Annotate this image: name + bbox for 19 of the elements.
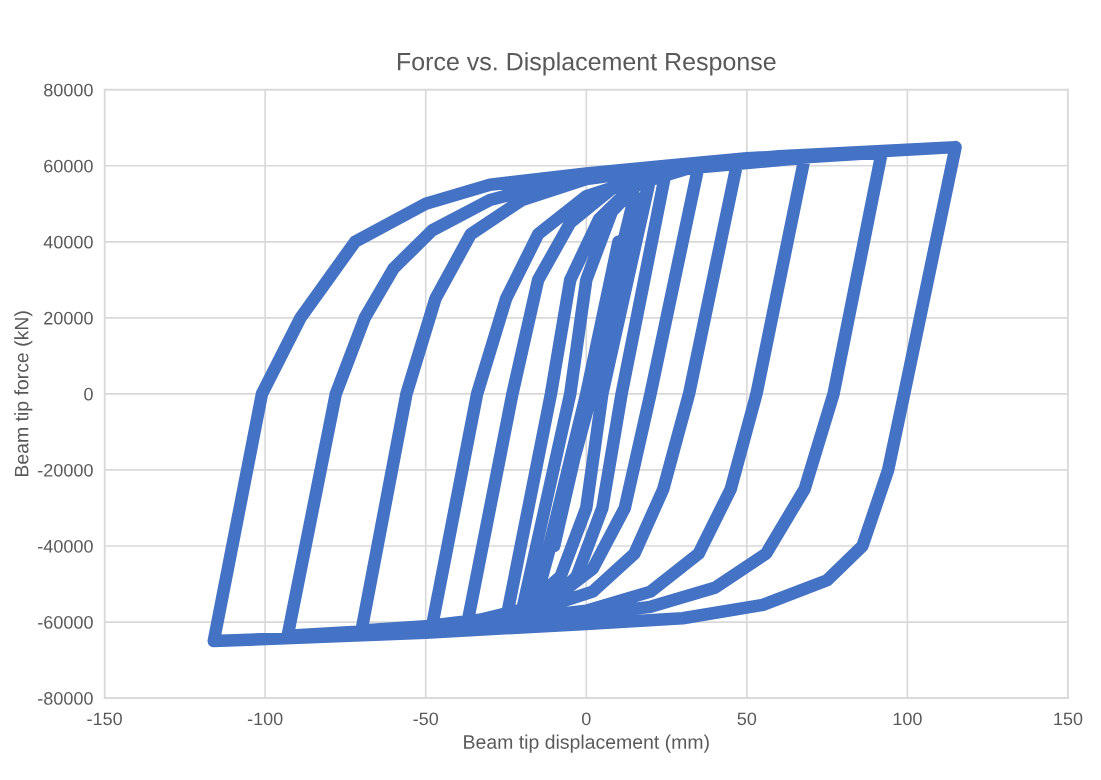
y-tick-label: 60000: [44, 159, 93, 173]
y-tick-label: 80000: [44, 83, 93, 97]
x-tick-label: 0: [581, 712, 591, 726]
x-tick-label: -100: [247, 712, 283, 726]
chart-title: Force vs. Displacement Response: [397, 52, 776, 76]
x-axis-title: Beam tip displacement (mm): [464, 734, 709, 753]
y-tick-label: -80000: [38, 692, 93, 705]
y-tick-label: 40000: [43, 235, 93, 249]
y-tick-label: -20000: [38, 463, 93, 477]
y-tick-label: 20000: [44, 311, 93, 325]
x-tick-label: 150: [1054, 712, 1083, 726]
y-axis-title: Beam tip force (kN): [14, 311, 33, 477]
x-tick-label: 100: [893, 712, 922, 726]
x-tick-label: -150: [87, 712, 122, 726]
x-tick-label: -50: [413, 712, 439, 726]
y-tick-label: -60000: [38, 615, 93, 629]
x-tick-label: 50: [737, 712, 757, 726]
y-tick-label: 0: [84, 387, 93, 401]
y-tick-label: -40000: [38, 539, 93, 553]
